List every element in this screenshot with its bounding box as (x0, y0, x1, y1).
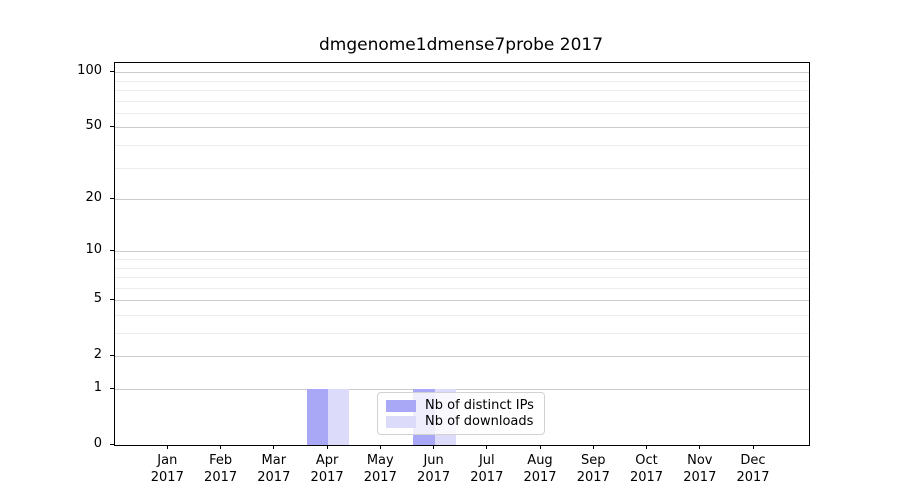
x-tick-label-aug: Aug 2017 (523, 453, 557, 485)
gridline-y-4 (115, 314, 809, 316)
gridline-y-5 (115, 300, 809, 302)
y-tick-0 (110, 443, 114, 445)
x-tick-oct (646, 445, 648, 449)
gridline-y-80 (115, 89, 809, 91)
y-tick-5 (110, 298, 114, 300)
x-tick-jun (433, 445, 435, 449)
x-tick-apr (326, 445, 328, 449)
bar-apr-downloads (328, 389, 350, 445)
gridline-y-9 (115, 258, 809, 260)
legend-entry-downloads: Nb of downloads (386, 414, 536, 430)
x-tick-label-dec: Dec 2017 (736, 453, 770, 485)
x-tick-label-mar: Mar 2017 (257, 453, 291, 485)
x-tick-label-may: May 2017 (363, 453, 397, 485)
gridline-y-7 (115, 277, 809, 278)
x-tick-label-sep: Sep 2017 (576, 453, 610, 485)
x-tick-sep (592, 445, 594, 449)
y-tick-20 (110, 197, 114, 199)
gridline-y-90 (115, 80, 809, 82)
x-tick-jul (486, 445, 488, 449)
y-tick-label-1: 1 (93, 380, 102, 395)
y-tick-label-50: 50 (85, 118, 102, 134)
x-tick-label-apr: Apr 2017 (310, 453, 344, 485)
y-tick-label-2: 2 (93, 347, 102, 363)
x-tick-dec (752, 445, 754, 449)
y-tick-label-100: 100 (77, 63, 102, 79)
y-tick-100 (110, 70, 114, 72)
y-tick-label-5: 5 (93, 291, 102, 307)
legend: Nb of distinct IPs Nb of downloads (377, 392, 545, 435)
gridline-y-10 (115, 251, 809, 253)
gridline-y-8 (115, 267, 809, 269)
gridline-y-30 (115, 167, 809, 169)
legend-label-downloads: Nb of downloads (425, 414, 534, 429)
x-tick-label-feb: Feb 2017 (204, 453, 238, 485)
x-tick-label-oct: Oct 2017 (629, 453, 664, 485)
bar-apr-distinct-ips (306, 389, 329, 445)
y-tick-10 (110, 249, 114, 251)
x-tick-label-jul: Jul 2017 (470, 453, 504, 485)
legend-entry-distinct-ips: Nb of distinct IPs (386, 398, 536, 414)
gridline-y-2 (115, 356, 809, 358)
legend-swatch-distinct-ips (386, 400, 416, 412)
y-tick-label-0: 0 (93, 436, 102, 451)
x-tick-nov (699, 445, 701, 449)
gridline-y-20 (115, 199, 809, 200)
x-tick-may (379, 445, 381, 449)
gridline-y-100 (115, 72, 809, 74)
gridline-y-70 (115, 100, 809, 102)
gridline-y-6 (115, 287, 809, 289)
y-tick-label-20: 20 (85, 190, 102, 205)
gridline-y-50 (115, 127, 809, 129)
x-tick-feb (220, 445, 222, 449)
x-tick-label-jun: Jun 2017 (417, 453, 451, 485)
legend-label-distinct-ips: Nb of distinct IPs (425, 398, 534, 413)
x-tick-label-jan: Jan 2017 (150, 453, 184, 485)
chart-title: dmgenome1dmense7probe 2017 (318, 35, 604, 55)
y-tick-label-10: 10 (85, 242, 102, 258)
gridline-y-40 (115, 144, 809, 146)
gridline-y-60 (115, 112, 809, 114)
y-tick-2 (110, 354, 114, 356)
y-tick-1 (110, 387, 114, 389)
gridline-y-3 (115, 333, 809, 334)
plot-area (114, 62, 810, 446)
x-tick-jan (166, 445, 168, 449)
y-tick-50 (110, 125, 114, 127)
gridline-y-1 (115, 389, 809, 390)
x-tick-mar (273, 445, 275, 449)
x-tick-aug (539, 445, 541, 449)
legend-swatch-downloads (386, 416, 416, 428)
x-tick-label-nov: Nov 2017 (683, 453, 717, 485)
